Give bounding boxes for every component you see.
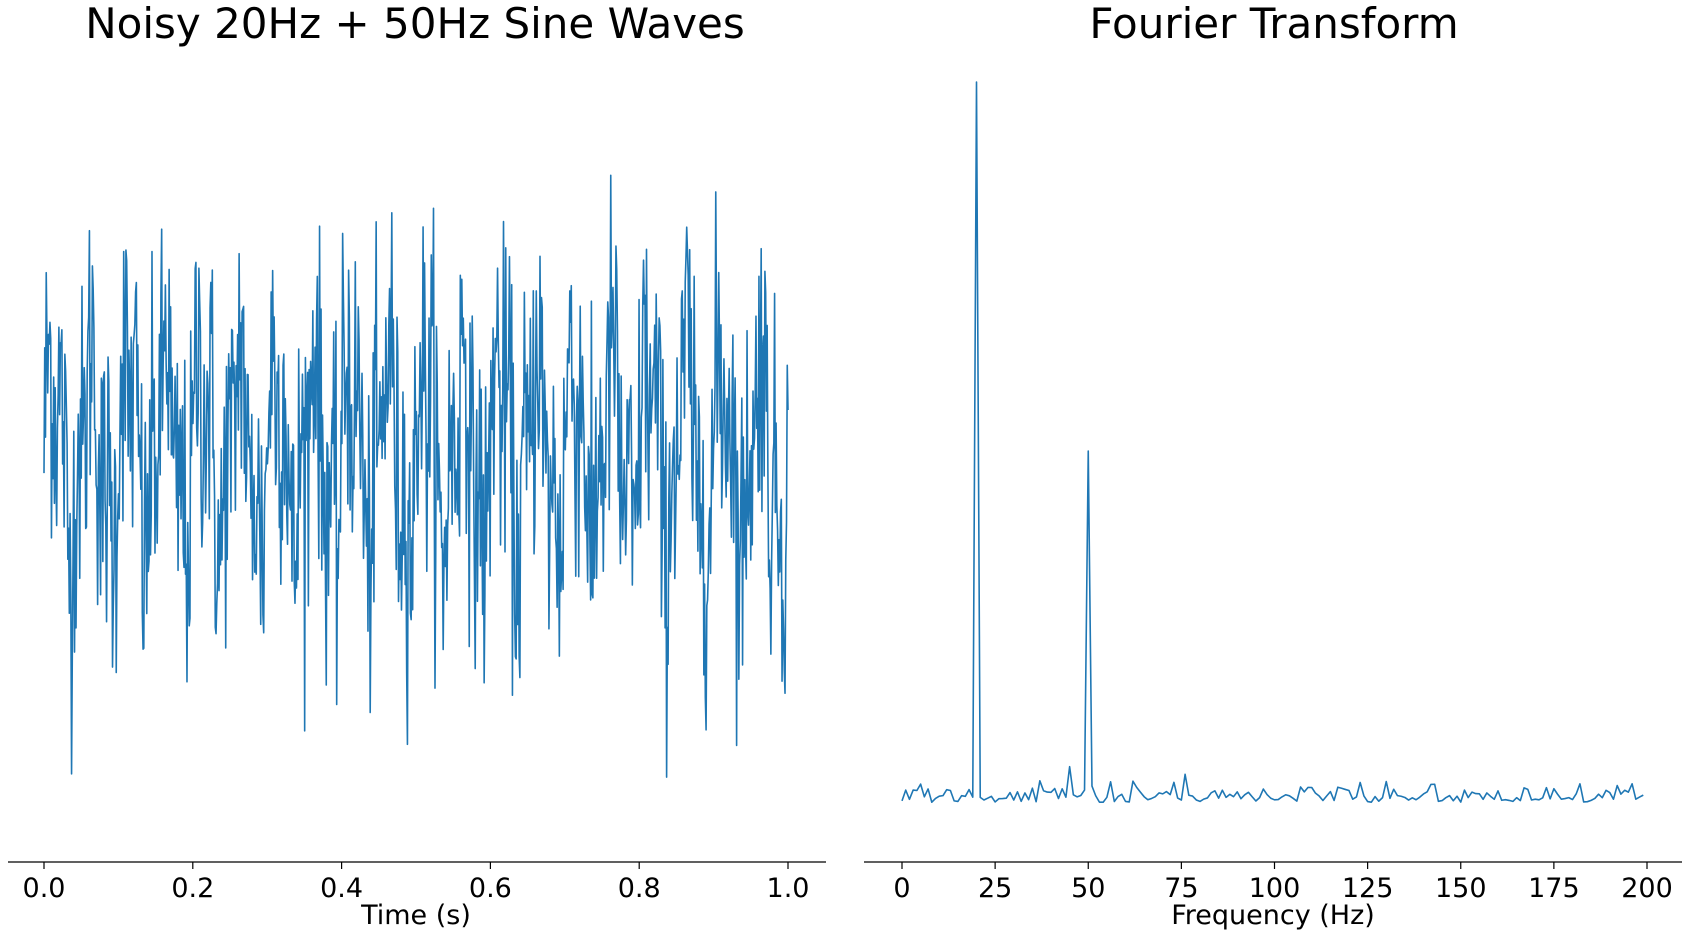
- x-axis-label: Time (s): [360, 900, 471, 931]
- time-signal-chart: Noisy 20Hz + 50Hz Sine Waves 0.0 0.2 0.4 0.…: [8, 0, 826, 931]
- x-tick-label: 0: [893, 873, 910, 904]
- x-tick-label: 1.0: [767, 873, 810, 904]
- x-tick-label: 0.4: [320, 873, 363, 904]
- x-tick-label: 50: [1071, 873, 1105, 904]
- x-tick-label: 125: [1342, 873, 1394, 904]
- x-tick-label: 0.0: [23, 873, 66, 904]
- time-signal-line: [43, 174, 789, 778]
- x-tick-label: 75: [1164, 873, 1198, 904]
- x-tick-label: 200: [1621, 873, 1673, 904]
- x-axis-label: Frequency (Hz): [1171, 900, 1375, 931]
- x-tick-label: 0.2: [171, 873, 214, 904]
- chart-title: Noisy 20Hz + 50Hz Sine Waves: [85, 0, 745, 48]
- x-tick-label: 150: [1435, 873, 1487, 904]
- series-line: [901, 81, 1644, 804]
- x-tick-label: 0.8: [618, 873, 661, 904]
- x-tick-label: 100: [1249, 873, 1301, 904]
- x-tick-label: 175: [1528, 873, 1580, 904]
- x-tick-label: 0.6: [469, 873, 512, 904]
- fourier-chart: Fourier Transform 0 25 50 75 100 125 150 175 200…: [864, 0, 1682, 931]
- fourier-line: [901, 81, 1644, 804]
- x-tick-label: 25: [978, 873, 1012, 904]
- series-line: [43, 174, 789, 778]
- x-ticks: 0 25 50 75 100 125 150 175 200: [893, 862, 1673, 904]
- chart-title: Fourier Transform: [1089, 0, 1458, 48]
- x-ticks: 0.0 0.2 0.4 0.6 0.8 1.0: [23, 862, 810, 904]
